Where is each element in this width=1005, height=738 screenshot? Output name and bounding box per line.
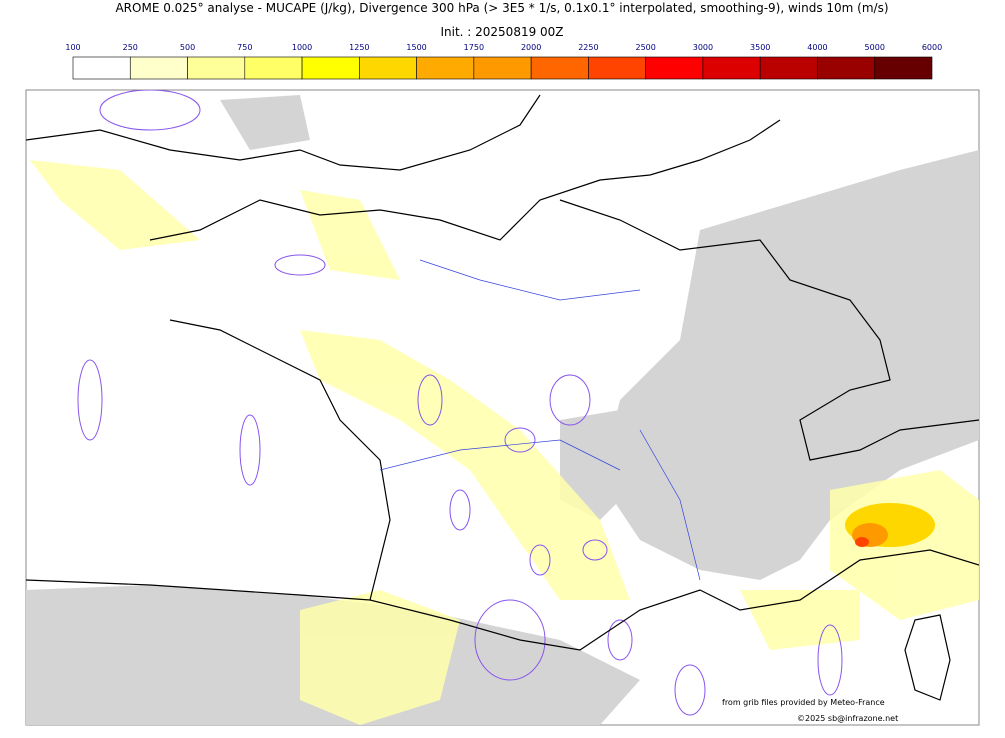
colorbar-box <box>301 56 360 80</box>
colorbar-label: 750 <box>237 43 252 52</box>
colorbar-label: 3500 <box>750 43 770 52</box>
colorbar-box <box>244 56 303 80</box>
colorbar-label: 2250 <box>578 43 598 52</box>
colorbar-label: 2000 <box>521 43 541 52</box>
init-time: Init. : 20250819 00Z <box>440 25 563 39</box>
colorbar-box <box>187 56 246 80</box>
colorbar-box <box>874 56 933 80</box>
colorbar-label: 1000 <box>292 43 312 52</box>
divergence-contours <box>77 90 843 716</box>
colorbar-box <box>759 56 818 80</box>
colorbar-label: 4000 <box>807 43 827 52</box>
rivers <box>379 259 701 581</box>
colorbar-label: 100 <box>65 43 80 52</box>
map <box>25 89 980 726</box>
coastlines <box>26 94 979 701</box>
colorbar-box <box>359 56 417 80</box>
colorbar-label: 6000 <box>922 43 942 52</box>
colorbar-box <box>702 56 761 80</box>
title: AROME 0.025° analyse - MUCAPE (J/kg), Di… <box>115 1 888 15</box>
copyright: ©2025 sb@infrazone.net <box>797 714 898 723</box>
colorbar-box <box>817 56 876 80</box>
colorbar-label: 1750 <box>464 43 484 52</box>
colorbar-box <box>72 56 131 80</box>
colorbar-box <box>588 56 646 80</box>
colorbar-label: 5000 <box>865 43 885 52</box>
colorbar-label: 500 <box>180 43 195 52</box>
colorbar-label: 1500 <box>406 43 426 52</box>
colorbar: 100 250 500 750 1000 1250 1500 1750 2000 2250 2500… <box>65 43 942 80</box>
colorbar-label: 2500 <box>635 43 655 52</box>
colorbar-label: 1250 <box>349 43 369 52</box>
colorbar-label: 3000 <box>693 43 713 52</box>
colorbar-label: 250 <box>123 43 138 52</box>
source-credit: from grib files provided by Meteo-France <box>722 698 885 707</box>
cape-core <box>845 503 935 547</box>
colorbar-box <box>473 56 532 80</box>
colorbar-box <box>530 56 589 80</box>
colorbar-box <box>416 56 475 80</box>
colorbar-box <box>645 56 704 80</box>
colorbar-box <box>129 56 188 80</box>
